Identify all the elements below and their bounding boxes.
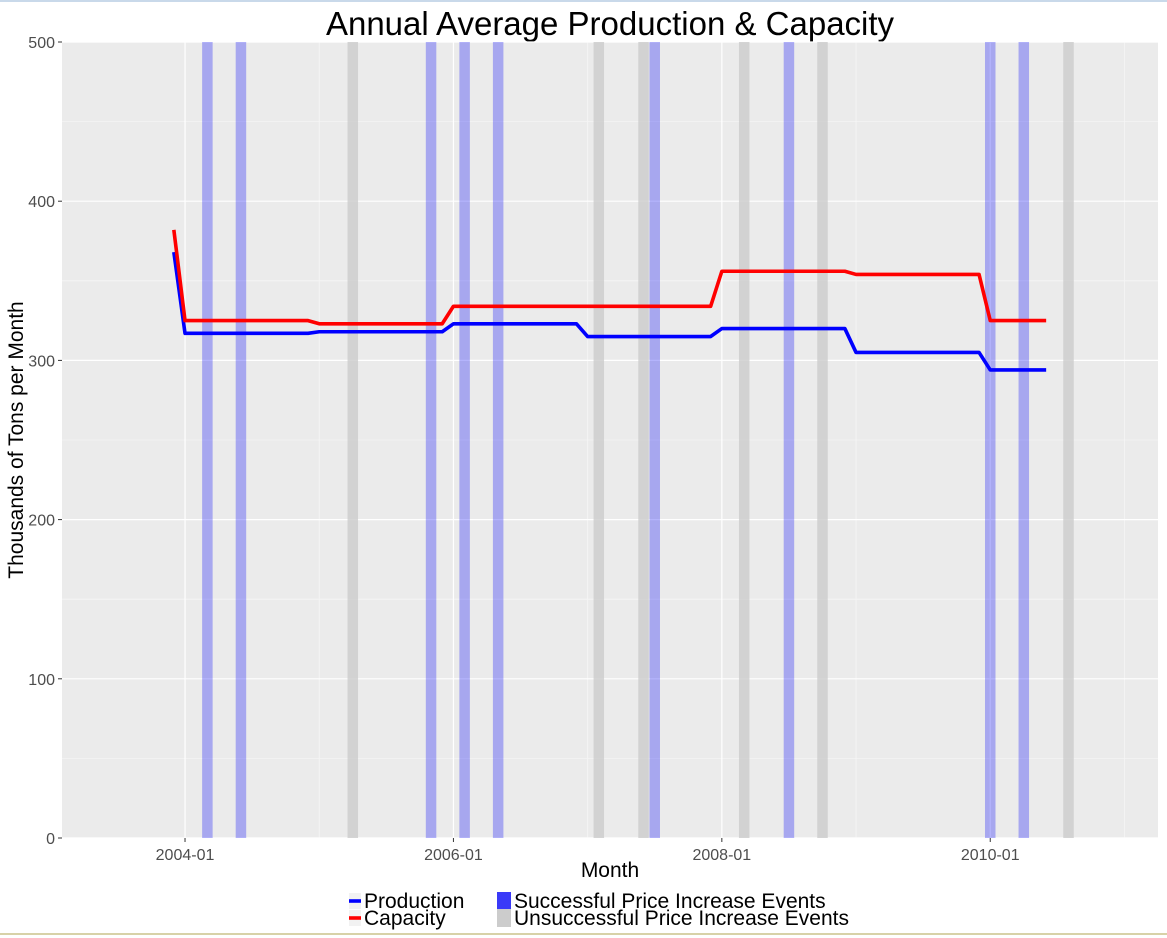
successful-event-band <box>425 42 437 838</box>
y-tick-label: 500 <box>28 35 55 52</box>
x-tick-label: 2008-01 <box>692 847 751 864</box>
unsuccessful-event-band <box>1063 42 1074 838</box>
unsuccessful-event-band <box>347 42 359 838</box>
y-axis-ticks: 0 100 200 300 400 500 <box>28 35 62 848</box>
x-tick-label: 2004-01 <box>156 847 215 864</box>
legend-successful-events: Successful Price Increase Events <box>497 890 826 913</box>
unsuccessful-event-band <box>593 42 605 838</box>
legend-label: Capacity <box>364 907 446 930</box>
unsuccessful-event-band <box>817 42 828 838</box>
successful-event-band <box>649 42 660 838</box>
successful-event-band <box>202 42 213 838</box>
chart-title: Annual Average Production & Capacity <box>326 5 895 42</box>
y-tick-label: 200 <box>28 513 55 530</box>
minor-gridlines <box>62 42 1158 838</box>
legend-unsuccessful-events: Unsuccessful Price Increase Events <box>497 907 849 930</box>
legend-key-swatch <box>497 909 511 927</box>
y-tick-label: 0 <box>46 831 55 848</box>
unsuccessful-event-band <box>638 42 649 838</box>
legend-label: Production <box>364 890 464 913</box>
legend-label: Successful Price Increase Events <box>514 890 826 913</box>
legend-key-swatch <box>497 892 511 910</box>
y-axis-label: Thousands of Tons per Month <box>5 301 28 578</box>
x-axis-label: Month <box>581 859 639 882</box>
capacity-line <box>172 229 1047 326</box>
x-tick-label: 2006-01 <box>424 847 483 864</box>
y-tick-label: 400 <box>28 194 55 211</box>
x-tick-label: 2010-01 <box>961 847 1020 864</box>
production-line <box>172 251 1047 372</box>
major-gridlines <box>62 41 1158 839</box>
x-axis-ticks: 2004-01 2006-01 2008-01 2010-01 <box>156 838 1020 864</box>
successful-event-band <box>235 42 247 838</box>
legend-production: Production <box>349 890 464 913</box>
event-bands <box>202 42 1074 838</box>
series-lines <box>172 229 1047 372</box>
y-tick-label: 100 <box>28 672 55 689</box>
successful-event-band <box>1018 42 1030 838</box>
y-tick-label: 300 <box>28 353 55 370</box>
successful-event-band <box>459 42 470 838</box>
successful-event-band <box>984 42 996 838</box>
successful-event-band <box>783 42 795 838</box>
unsuccessful-event-band <box>738 42 750 838</box>
successful-event-band <box>492 42 504 838</box>
legend-label: Unsuccessful Price Increase Events <box>514 907 849 930</box>
legend-capacity: Capacity <box>349 907 446 930</box>
